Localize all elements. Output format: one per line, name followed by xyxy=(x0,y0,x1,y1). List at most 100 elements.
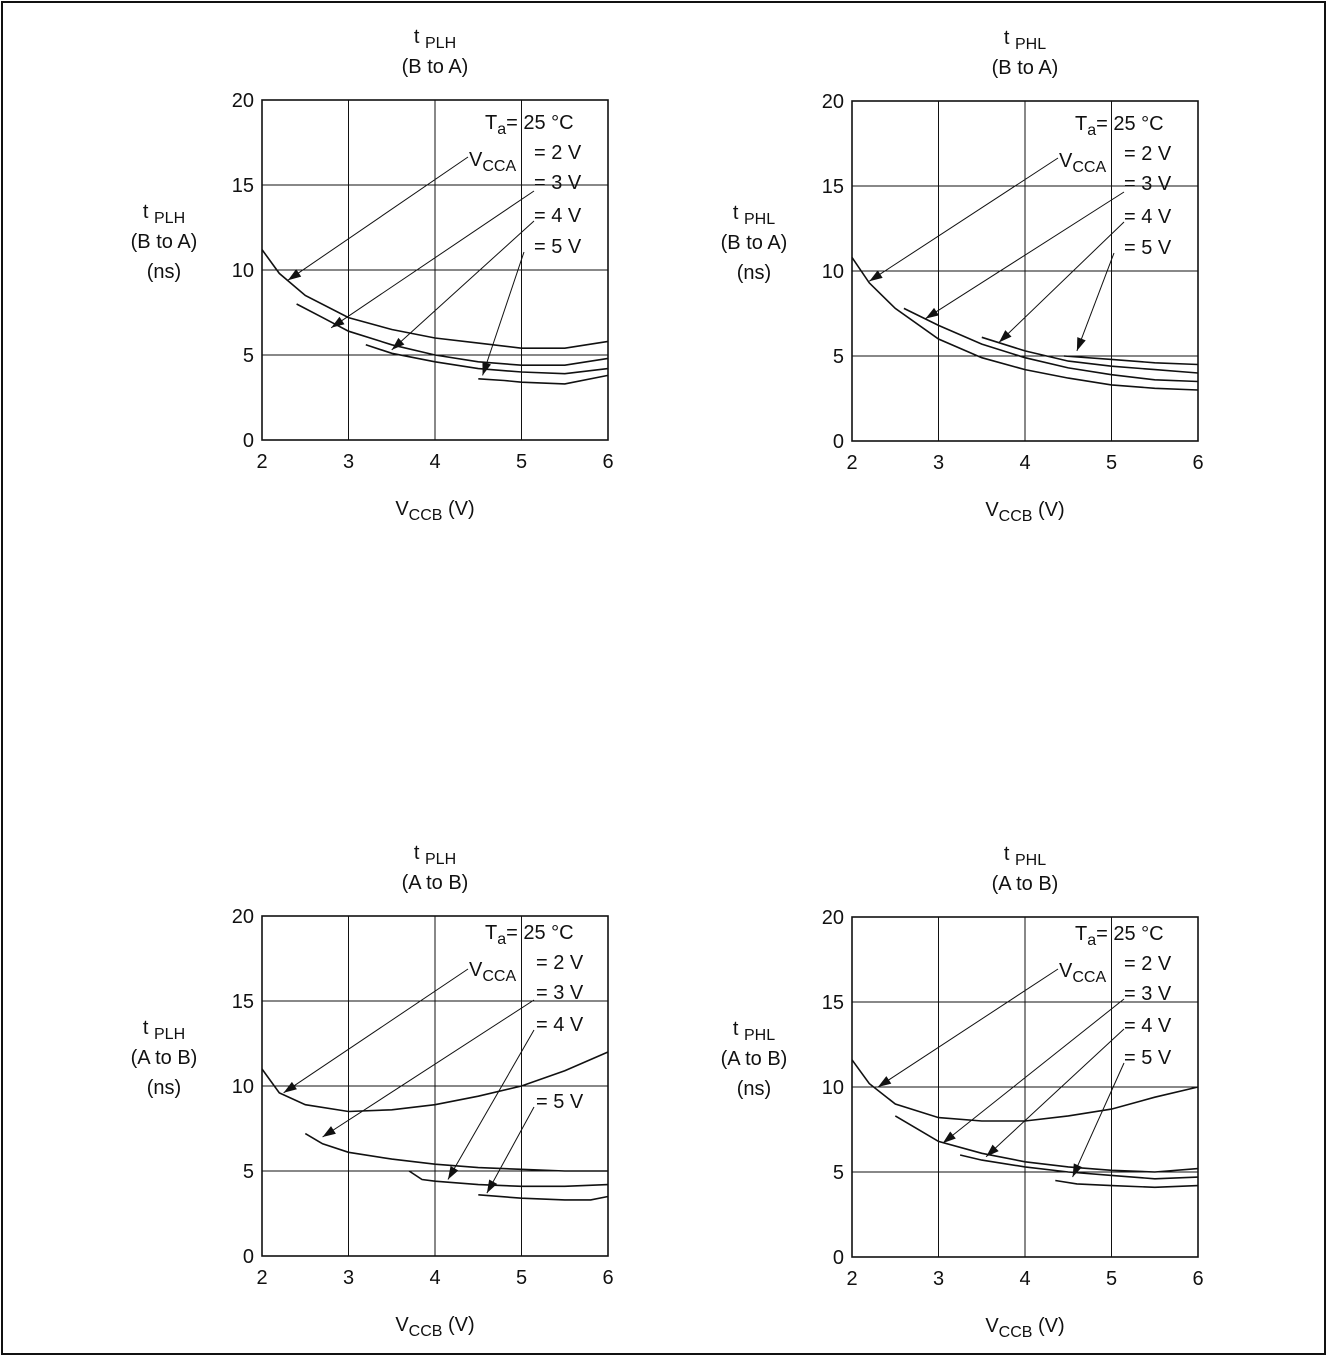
leader-line-3 xyxy=(391,220,535,351)
x-axis-label: VCCB (V) xyxy=(985,1315,1064,1341)
y-tick-label: 5 xyxy=(243,1161,254,1183)
y-tick-label: 10 xyxy=(822,261,844,283)
arrow-head xyxy=(925,307,939,319)
x-tick-label: 4 xyxy=(1019,452,1030,474)
y-tick-label: 15 xyxy=(232,991,254,1013)
x-axis-label: VCCB (V) xyxy=(985,499,1064,525)
vcca-label: VCCA xyxy=(1059,960,1106,986)
y-tick-label: 20 xyxy=(232,90,254,112)
temperature-label: Ta= 25 °C xyxy=(485,922,574,948)
leader-line-4 xyxy=(482,251,525,376)
x-tick-label: 3 xyxy=(343,1267,354,1289)
x-tick-label: 6 xyxy=(1192,452,1203,474)
series-label-3: = 4 V xyxy=(534,205,582,227)
series-line-3 xyxy=(959,1154,1199,1180)
temperature-label: Ta= 25 °C xyxy=(1075,923,1164,949)
y-tick-label: 5 xyxy=(833,346,844,368)
series-label-2: = 3 V xyxy=(536,982,584,1004)
x-tick-label: 3 xyxy=(933,1268,944,1290)
y-axis-label-unit: (ns) xyxy=(737,1078,771,1100)
temperature-label: Ta= 25 °C xyxy=(485,112,574,138)
series-line-1 xyxy=(261,249,609,349)
arrow-head xyxy=(877,1076,892,1087)
chart-title: t PHL xyxy=(1004,843,1046,869)
x-tick-label: 4 xyxy=(1019,1268,1030,1290)
y-axis-label: t PHL xyxy=(733,1018,775,1044)
leader-line-3 xyxy=(447,1029,535,1180)
leader-line-2 xyxy=(322,999,535,1138)
x-tick-label: 2 xyxy=(846,452,857,474)
plot-frame xyxy=(851,100,1199,442)
vcca-label: VCCA xyxy=(1059,150,1106,176)
series-label-2: = 3 V xyxy=(534,172,582,194)
leader-line-1 xyxy=(287,156,469,281)
x-tick-label: 2 xyxy=(256,1267,267,1289)
series-line-4 xyxy=(478,1194,609,1201)
arrow-head xyxy=(482,361,491,376)
y-tick-label: 20 xyxy=(232,906,254,928)
x-tick-label: 6 xyxy=(602,451,613,473)
x-tick-label: 5 xyxy=(516,451,527,473)
chart-title: t PLH xyxy=(414,26,456,52)
series-label-4: = 5 V xyxy=(1124,237,1172,259)
series-label-2: = 3 V xyxy=(1124,173,1172,195)
leader-line-1 xyxy=(869,157,1059,282)
series-label-1: = 2 V xyxy=(1124,143,1172,165)
y-tick-label: 20 xyxy=(822,907,844,929)
chart-title: t PHL xyxy=(1004,27,1046,53)
y-axis-label: t PLH xyxy=(143,201,185,227)
temperature-label: Ta= 25 °C xyxy=(1075,113,1164,139)
y-tick-label: 20 xyxy=(822,91,844,113)
series-line-4 xyxy=(1055,1179,1199,1189)
leader-line-2 xyxy=(330,190,535,329)
series-line-1 xyxy=(851,1059,1199,1122)
y-axis-label: t PHL xyxy=(733,202,775,228)
series-line-2 xyxy=(304,1132,608,1172)
leader-line-4 xyxy=(1076,252,1115,352)
y-tick-label: 0 xyxy=(833,1247,844,1269)
x-tick-label: 4 xyxy=(429,451,440,473)
vcca-label: VCCA xyxy=(469,959,516,985)
y-tick-label: 0 xyxy=(833,431,844,453)
chart-panel-4: 2 3 4 5 6 0 5 10 15 20 t PHL (A to B) t PHL (A to B) (… xyxy=(721,843,1204,1341)
x-tick-label: 4 xyxy=(429,1267,440,1289)
series-line-3 xyxy=(981,336,1199,374)
series-label-4: = 5 V xyxy=(1124,1047,1172,1069)
x-tick-label: 2 xyxy=(256,451,267,473)
chart-title: t PLH xyxy=(414,842,456,868)
arrow-head xyxy=(999,330,1012,343)
x-tick-label: 3 xyxy=(343,451,354,473)
arrow-head xyxy=(1072,1163,1083,1178)
chart-subtitle: (B to A) xyxy=(992,57,1059,79)
series-line-3 xyxy=(408,1170,609,1188)
arrow-head xyxy=(447,1165,459,1180)
arrow-head xyxy=(986,1144,999,1157)
y-tick-label: 10 xyxy=(822,1077,844,1099)
series-label-4: = 5 V xyxy=(536,1091,584,1113)
x-tick-label: 5 xyxy=(1106,1268,1117,1290)
y-tick-label: 0 xyxy=(243,430,254,452)
series-label-3: = 4 V xyxy=(1124,206,1172,228)
arrow-head xyxy=(287,269,302,281)
series-line-4 xyxy=(1063,355,1199,366)
arrow-head xyxy=(322,1126,336,1137)
chart-panel-1: 2 3 4 5 6 0 5 10 15 20 t PLH (B to A) t PLH (B to A) (… xyxy=(131,26,614,524)
arrow-head xyxy=(486,1179,498,1194)
chart-subtitle: (B to A) xyxy=(402,56,469,78)
x-tick-label: 5 xyxy=(516,1267,527,1289)
y-tick-label: 0 xyxy=(243,1246,254,1268)
arrow-head xyxy=(869,270,883,282)
chart-subtitle: (A to B) xyxy=(402,872,469,894)
y-axis-label-line2: (A to B) xyxy=(721,1048,788,1070)
y-axis-label-unit: (ns) xyxy=(737,262,771,284)
series-label-3: = 4 V xyxy=(1124,1015,1172,1037)
arrow-head xyxy=(283,1081,297,1093)
vcca-label: VCCA xyxy=(469,149,516,175)
chart-panel-2: 2 3 4 5 6 0 5 10 15 20 t PHL (B to A) t PHL (B to A) (… xyxy=(721,27,1204,525)
series-line-3 xyxy=(365,344,609,375)
y-tick-label: 15 xyxy=(232,175,254,197)
x-tick-label: 6 xyxy=(1192,1268,1203,1290)
x-axis-label: VCCB (V) xyxy=(395,498,474,524)
